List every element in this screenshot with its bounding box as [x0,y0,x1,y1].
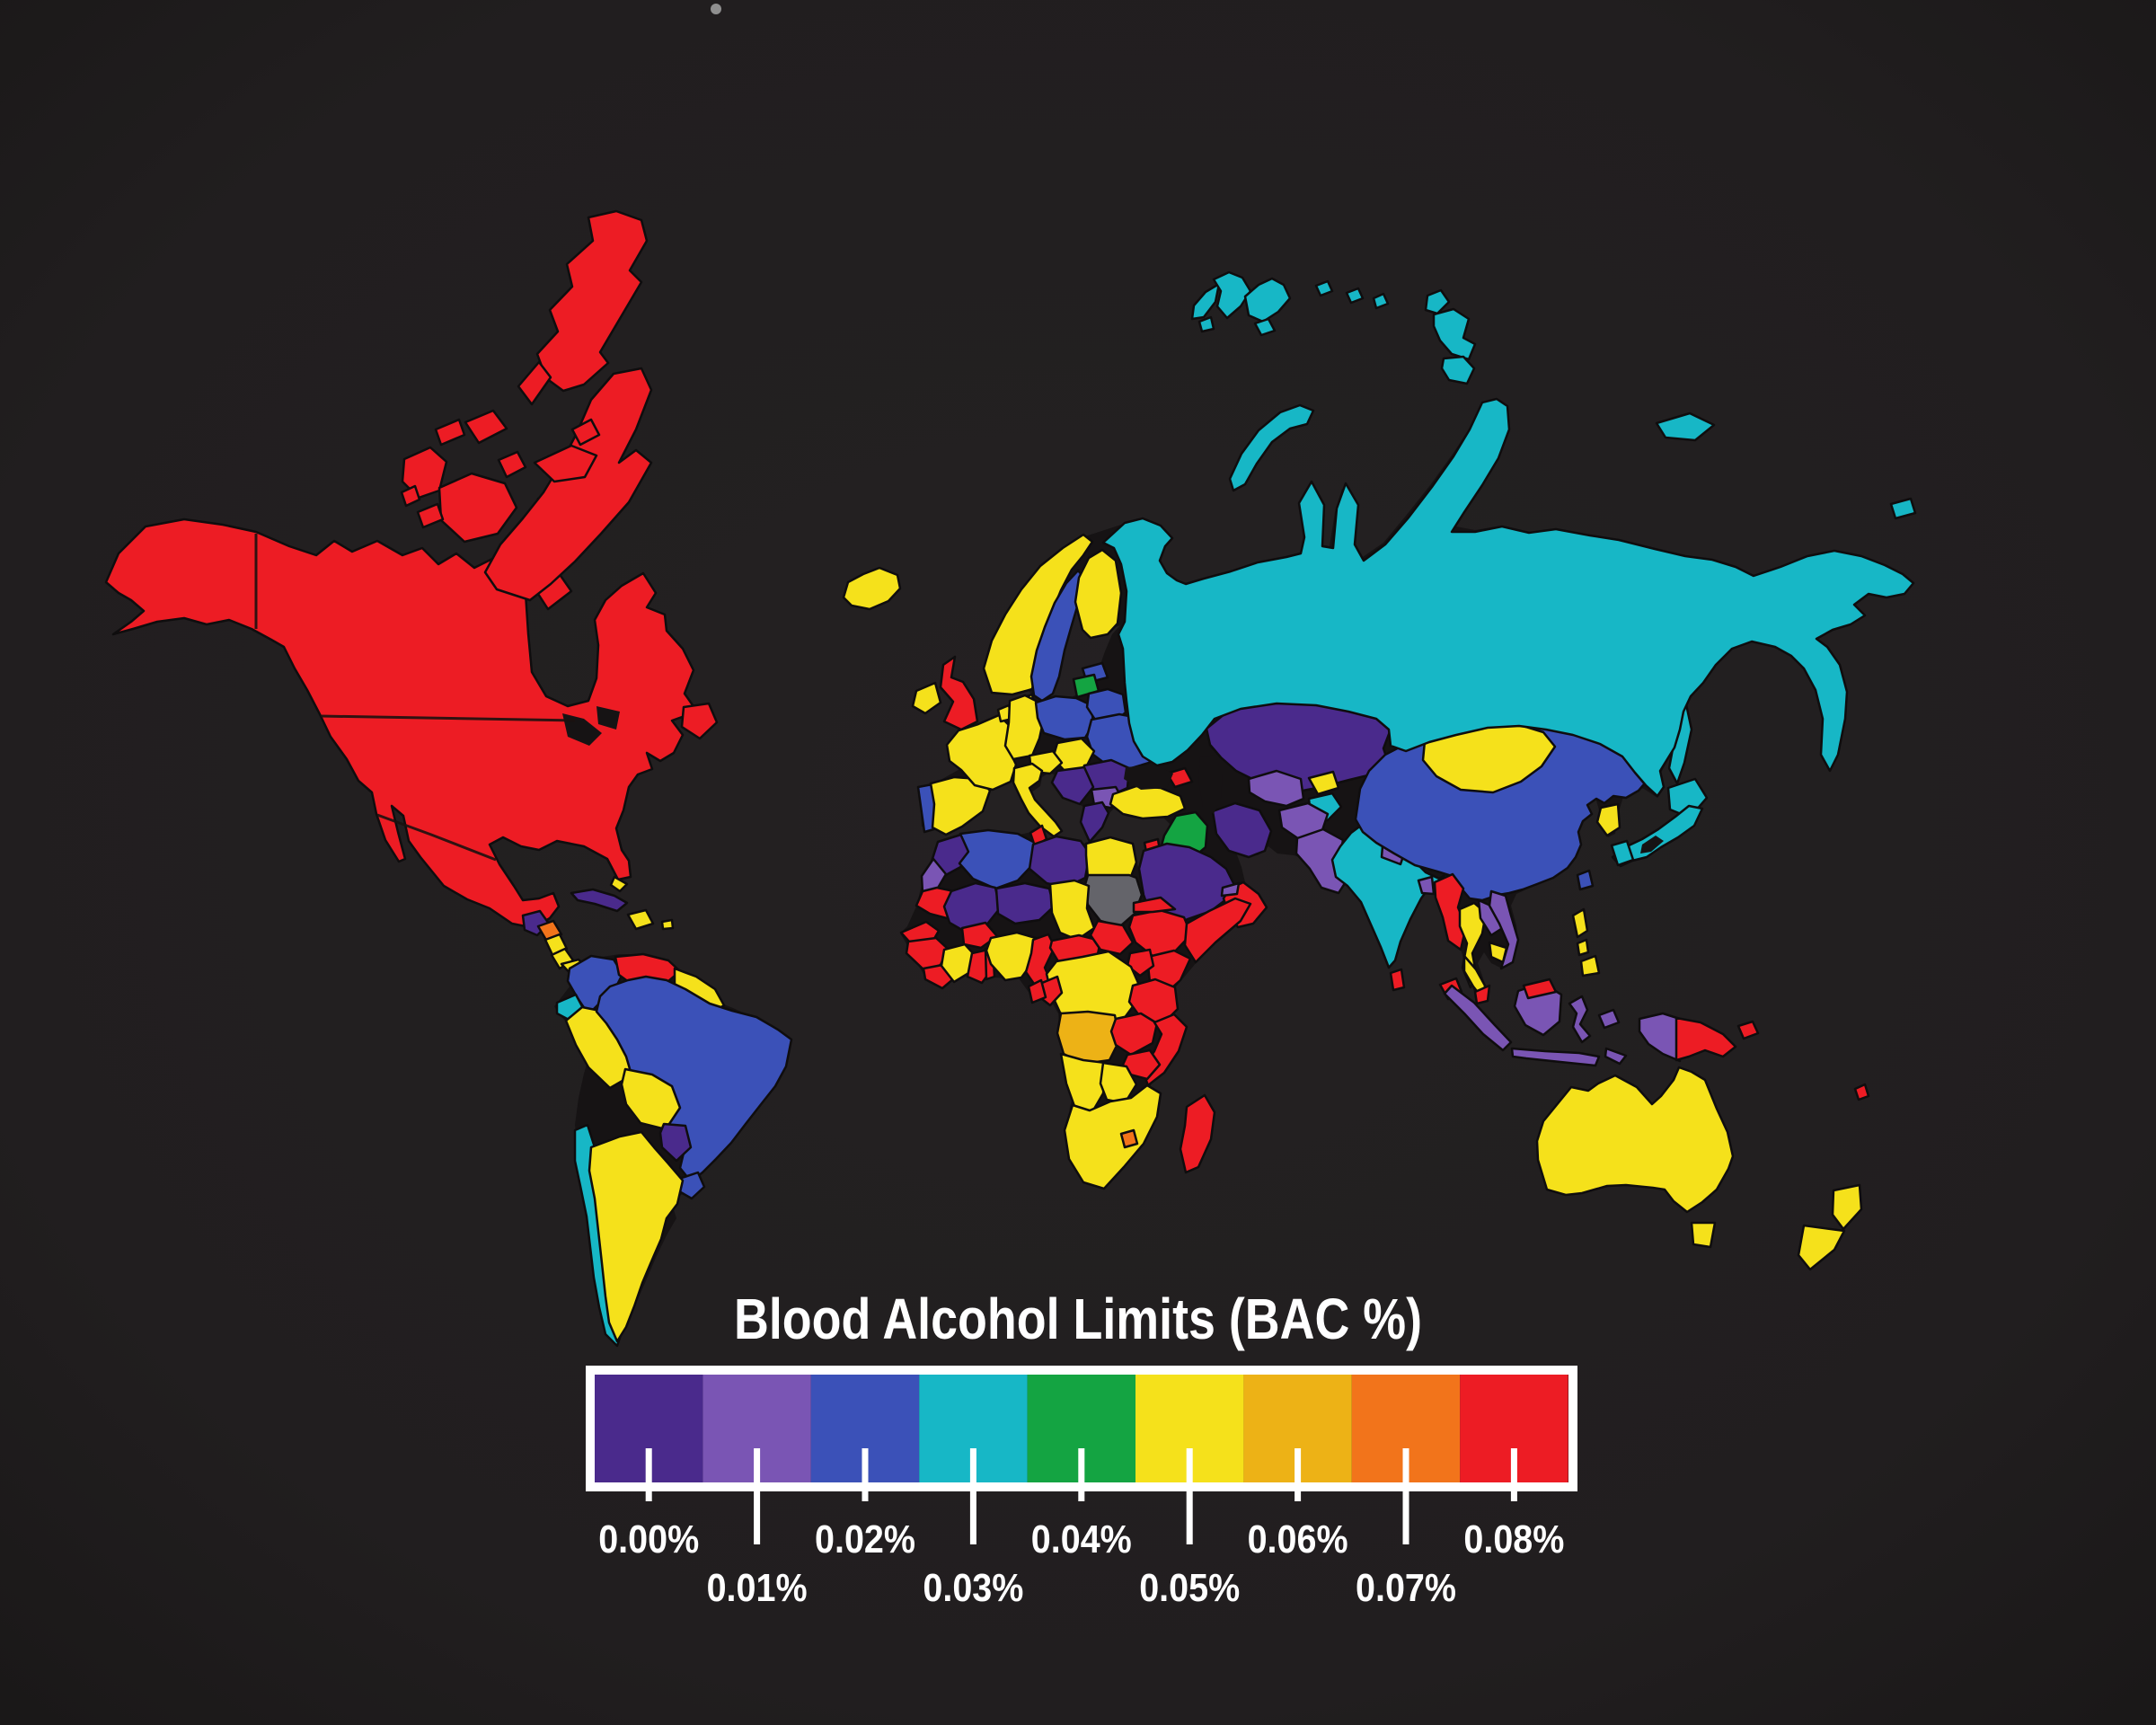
svg-text:Blood Alcohol Limits (BAC %): Blood Alcohol Limits (BAC %) [734,1287,1422,1351]
svg-text:0.05%: 0.05% [1139,1566,1240,1610]
svg-text:0.03%: 0.03% [923,1566,1023,1610]
svg-text:0.00%: 0.00% [598,1517,699,1561]
svg-text:0.07%: 0.07% [1356,1566,1456,1610]
svg-text:0.06%: 0.06% [1248,1517,1348,1561]
svg-text:0.08%: 0.08% [1463,1517,1564,1561]
svg-text:0.01%: 0.01% [707,1566,808,1610]
svg-text:0.02%: 0.02% [815,1517,915,1561]
svg-text:0.04%: 0.04% [1031,1517,1132,1561]
